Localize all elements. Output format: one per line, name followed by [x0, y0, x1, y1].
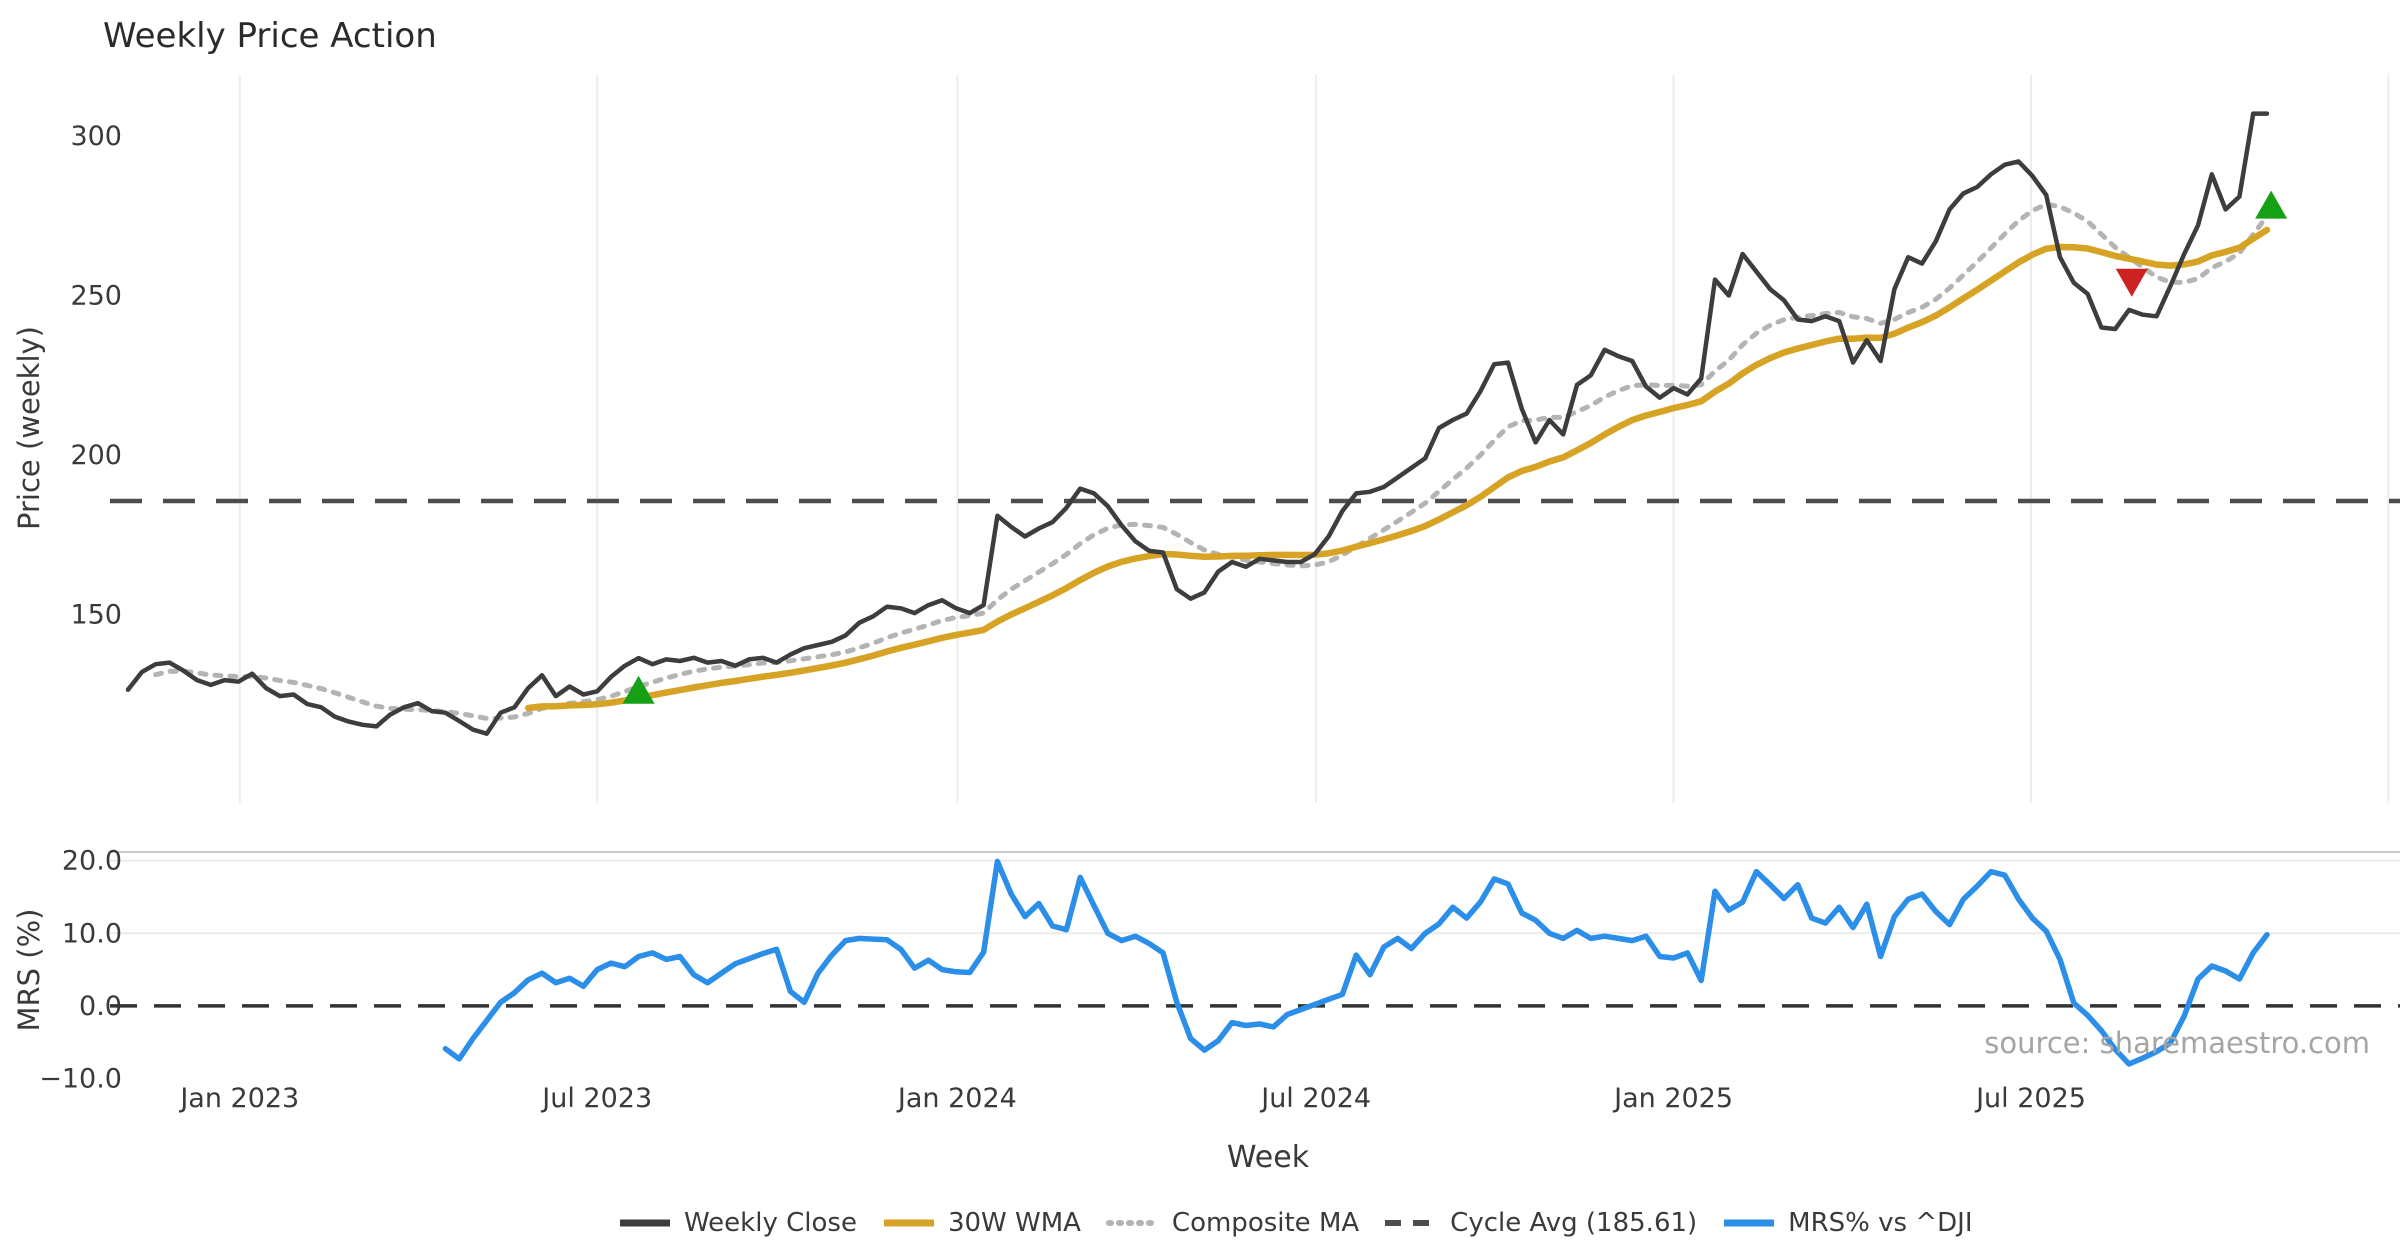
- price-y-axis-label: Price (weekly): [12, 326, 46, 531]
- composite-ma-line-icon: [1105, 1220, 1160, 1226]
- x-tick-label: Jan 2023: [178, 1083, 299, 1114]
- mrs-y-tick-label: 20.0: [62, 846, 122, 877]
- composite-ma-series: [153, 201, 2270, 721]
- weekly-close-line-icon: [620, 1219, 670, 1227]
- mrs-series: [442, 858, 2270, 1067]
- legend-label: 30W WMA: [947, 1208, 1081, 1238]
- x-tick-label: Jan 2025: [1612, 1083, 1733, 1114]
- page-title: Weekly Price Action: [103, 16, 437, 56]
- wma-line-icon: [883, 1219, 934, 1227]
- mrs-y-tick-label: −10.0: [39, 1063, 122, 1094]
- buy-signal-marker-icon: [622, 675, 655, 704]
- legend: Weekly Close 30W WMA Composite MA Cycle …: [618, 1204, 1972, 1242]
- price-y-tick-label: 150: [70, 600, 122, 631]
- legend-item-weekly-close: Weekly Close: [618, 1208, 857, 1238]
- mrs-y-tick-label: 10.0: [62, 918, 122, 949]
- legend-label: MRS% vs ^DJI: [1788, 1208, 1973, 1238]
- legend-item-mrs: MRS% vs ^DJI: [1722, 1208, 1972, 1238]
- price-y-tick-label: 200: [70, 440, 122, 471]
- legend-label: Weekly Close: [684, 1208, 857, 1238]
- sell-signal-marker-icon: [2115, 268, 2148, 297]
- legend-label: Cycle Avg (185.61): [1450, 1208, 1698, 1238]
- weekly-close-series: [125, 111, 2270, 736]
- buy-signal-marker-icon: [2255, 190, 2288, 219]
- mrs-y-axis-label: MRS (%): [12, 908, 46, 1032]
- mrs-line-icon: [1724, 1219, 1775, 1227]
- x-axis-label: Week: [1226, 1140, 1310, 1175]
- legend-item-30w-wma: 30W WMA: [882, 1208, 1081, 1238]
- watermark: source: sharemaestro.com: [1984, 1026, 2370, 1060]
- x-tick-label: Jul 2025: [1974, 1083, 2086, 1114]
- legend-item-composite-ma: Composite MA: [1105, 1208, 1360, 1238]
- x-tick-label: Jan 2024: [896, 1083, 1017, 1114]
- x-tick-label: Jul 2024: [1259, 1083, 1371, 1114]
- cycle-avg-line-icon: [1385, 1220, 1438, 1226]
- legend-label: Composite MA: [1171, 1208, 1360, 1238]
- price-y-tick-label: 250: [70, 281, 122, 312]
- price-y-tick-label: 300: [70, 121, 122, 152]
- wma-30w-series: [524, 226, 2271, 712]
- legend-item-cycle-avg: Cycle Avg (185.61): [1384, 1208, 1697, 1238]
- x-tick-label: Jul 2023: [540, 1083, 652, 1114]
